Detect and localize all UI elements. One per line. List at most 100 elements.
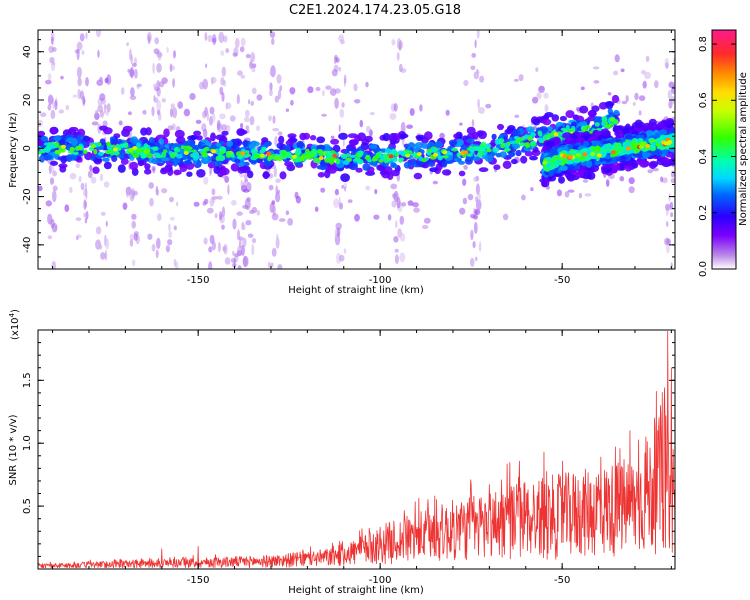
heatmap-cell	[431, 148, 436, 153]
heatmap-cell	[249, 115, 255, 126]
heatmap-cell	[335, 57, 340, 63]
heatmap-cell	[578, 192, 583, 199]
heatmap-cell	[102, 120, 108, 127]
heatmap-cell	[203, 128, 208, 139]
heatmap-cell	[395, 220, 398, 229]
snr-y-multiplier-base: (x10	[10, 317, 21, 340]
heatmap-cell	[624, 165, 632, 172]
heatmap-cell	[607, 92, 612, 96]
heatmap-cell	[183, 151, 189, 155]
heatmap-cell	[393, 103, 398, 112]
heatmap-cell	[657, 121, 665, 129]
heatmap-cell	[394, 254, 399, 265]
heatmap-cell	[668, 81, 675, 89]
heatmap-cell	[321, 113, 327, 117]
heatmap-cell	[567, 144, 574, 150]
heatmap-cell	[624, 133, 633, 140]
heatmap-cell	[364, 135, 373, 143]
heatmap-cell	[639, 138, 644, 142]
heatmap-cell	[247, 170, 254, 179]
heatmap-cell	[502, 213, 509, 221]
heatmap-cell	[587, 110, 596, 116]
heatmap-cell	[478, 146, 486, 151]
heatmap-cell	[207, 34, 213, 43]
heatmap-cell	[173, 50, 176, 59]
heatmap-cell	[325, 150, 332, 157]
heatmap-cell	[97, 49, 100, 59]
heatmap-cell	[99, 173, 104, 182]
heatmap-cell	[339, 108, 345, 119]
heatmap-cell	[403, 161, 412, 169]
heatmap-cell	[471, 119, 475, 127]
heatmap-cell	[347, 133, 358, 139]
heatmap-cell	[112, 147, 118, 152]
heatmap-cell	[131, 213, 137, 220]
heatmap-cell	[526, 126, 535, 133]
heatmap-cell	[50, 109, 56, 120]
heatmap-cell	[374, 189, 378, 195]
heatmap-cell	[157, 213, 162, 222]
heatmap-cell	[535, 67, 539, 72]
heatmap-cell	[463, 150, 469, 155]
heatmap-cell	[458, 160, 465, 165]
heatmap-cell	[104, 104, 108, 109]
heatmap-cell	[244, 109, 250, 118]
heatmap-cell	[256, 209, 261, 216]
heatmap-cell	[491, 133, 497, 140]
heatmap-cell	[638, 110, 642, 116]
heatmap-cell	[570, 133, 577, 139]
x-tick-label: -50	[554, 275, 570, 286]
heatmap-cell	[132, 146, 138, 150]
heatmap-cell	[614, 120, 619, 124]
heatmap-cell	[115, 143, 120, 149]
heatmap-cell	[251, 243, 255, 256]
heatmap-cell	[259, 153, 265, 158]
heatmap-cell	[242, 255, 248, 268]
heatmap-cell	[412, 202, 419, 208]
heatmap-cell	[245, 220, 252, 226]
heatmap-cell	[221, 206, 226, 218]
heatmap-cell	[332, 153, 338, 158]
heatmap-cell	[147, 233, 153, 240]
heatmap-cell	[183, 108, 191, 117]
heatmap-cell	[398, 63, 403, 73]
heatmap-cell	[343, 74, 347, 85]
heatmap-cell	[100, 110, 104, 118]
heatmap-cell	[445, 109, 450, 116]
heatmap-cell	[318, 150, 324, 157]
heatmap-cell	[203, 198, 209, 205]
heatmap-cell	[168, 223, 171, 232]
heatmap-cell	[473, 177, 478, 182]
snr-background	[38, 330, 675, 569]
heatmap-cell	[562, 132, 573, 139]
heatmap-cell	[264, 159, 272, 167]
heatmap-cell	[82, 95, 86, 107]
heatmap-cell	[268, 115, 272, 122]
heatmap-cell	[271, 37, 275, 46]
heatmap-cell	[206, 111, 209, 122]
heatmap-cell	[416, 152, 422, 157]
heatmap-cell	[136, 142, 141, 149]
heatmap-cell	[638, 95, 646, 101]
heatmap-cell	[342, 160, 350, 166]
heatmap-cell	[660, 157, 670, 164]
heatmap-cell	[658, 129, 668, 135]
heatmap-cell	[502, 160, 512, 169]
heatmap-cell	[645, 55, 650, 63]
heatmap-cell	[269, 71, 274, 76]
heatmap-cell	[105, 220, 108, 227]
colorbar-tick-label: 0.0	[698, 261, 709, 277]
heatmap-cell	[120, 87, 125, 95]
heatmap-cell	[152, 83, 160, 89]
heatmap-cell	[469, 147, 475, 154]
heatmap-cell	[388, 132, 398, 142]
heatmap-cell	[240, 151, 246, 156]
colorbar-label: Normalized spectral amplitude	[738, 72, 749, 226]
heatmap-cell	[620, 68, 625, 73]
heatmap-cell	[241, 184, 247, 192]
heatmap-cell	[232, 263, 237, 268]
heatmap-cell	[277, 89, 282, 100]
heatmap-cell	[173, 169, 182, 176]
heatmap-cell	[233, 253, 240, 258]
heatmap-cell	[78, 175, 82, 183]
